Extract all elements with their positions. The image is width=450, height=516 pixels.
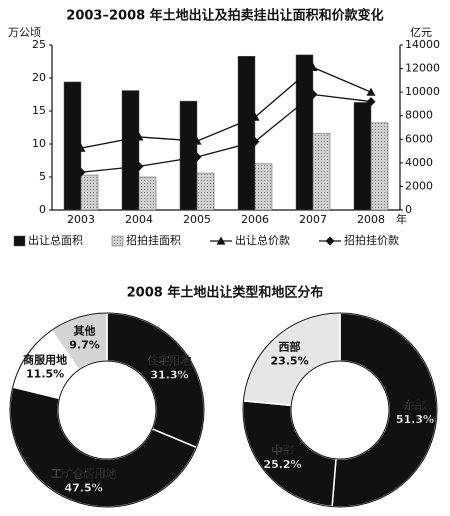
y-axis-label: 万公顷 [8,26,41,39]
bar [121,90,140,211]
bar [237,55,256,211]
donut-outline [9,312,205,508]
chart-title: 2003–2008 年土地出让及拍卖挂出让面积和价款变化 [66,8,383,24]
donut-hole-outline [57,360,157,460]
marker [192,152,202,162]
y-tick-label: 10 [32,137,46,150]
y2-tick-label: 4000 [405,156,433,169]
y-tick-label: 20 [32,71,46,84]
slice-label: 西部 [279,340,301,354]
marker [308,90,318,99]
slice-value: 11.5% [26,368,64,381]
bar [138,176,157,211]
marker [250,137,260,147]
bar [353,102,372,211]
bar [196,172,215,211]
slice-value: 25.2% [263,458,301,471]
marker [325,236,335,246]
marker [250,112,260,121]
bar [254,163,273,211]
marker [192,136,202,145]
slice-value: 31.3% [150,368,188,381]
y2-tick-label: 0 [405,203,412,216]
marker [216,236,226,245]
slice-label: 工矿仓储用地 [51,466,117,480]
y-tick-label: 0 [39,203,46,216]
marker [366,97,376,107]
donut-outline [242,312,438,508]
bar [295,54,314,211]
marker [134,132,144,141]
x-tick-label: 2008 [357,213,385,226]
slice-label: 商服用地 [23,353,67,367]
y2-axis-label: 亿元 [410,26,432,39]
legend-label: 出让总价款 [235,233,290,247]
y-tick-label: 5 [39,170,46,183]
legend-label: 招拍挂价款 [344,233,399,247]
legend-swatch [13,235,26,247]
section-title: 2008 年土地出让类型和地区分布 [127,285,324,301]
bar [312,133,331,211]
slice-value: 23.5% [270,355,308,368]
x-tick-label: 2005 [183,213,211,226]
y2-tick-label: 14000 [405,38,440,51]
y2-tick-label: 2000 [405,179,433,192]
x-tick-label: 2004 [125,213,153,226]
line [80,66,372,149]
slice-label: 住宅用地 [147,353,191,367]
legend-swatch [111,235,124,247]
legend-label: 出让总面积 [28,233,83,247]
bar [370,122,389,211]
slice-label: 中部 [272,443,294,457]
y2-tick-label: 12000 [405,62,440,75]
slice-label: 东部 [404,398,426,412]
slice-value: 47.5% [65,481,103,494]
line [80,93,372,173]
bar [80,174,99,211]
marker [76,143,86,152]
y-tick-label: 15 [32,104,46,117]
x-tick-label: 2007 [299,213,327,226]
legend-label: 招拍挂面积 [126,233,181,247]
x-tick-label: 2006 [241,213,269,226]
y2-tick-label: 10000 [405,85,440,98]
y-tick-label: 25 [32,38,46,51]
y2-tick-label: 6000 [405,132,433,145]
donut-hole-outline [290,360,390,460]
y2-tick-label: 8000 [405,109,433,122]
plot-frame [51,45,401,211]
marker [134,161,144,171]
slice-label: 其他 [73,323,95,337]
marker [366,87,376,96]
x-axis-label: 年 [396,212,407,226]
x-tick-label: 2003 [67,213,95,226]
slice-value: 9.7% [69,338,100,351]
marker [308,62,318,71]
bar [63,81,82,211]
marker [76,167,86,177]
slice-value: 51.3% [396,413,434,426]
